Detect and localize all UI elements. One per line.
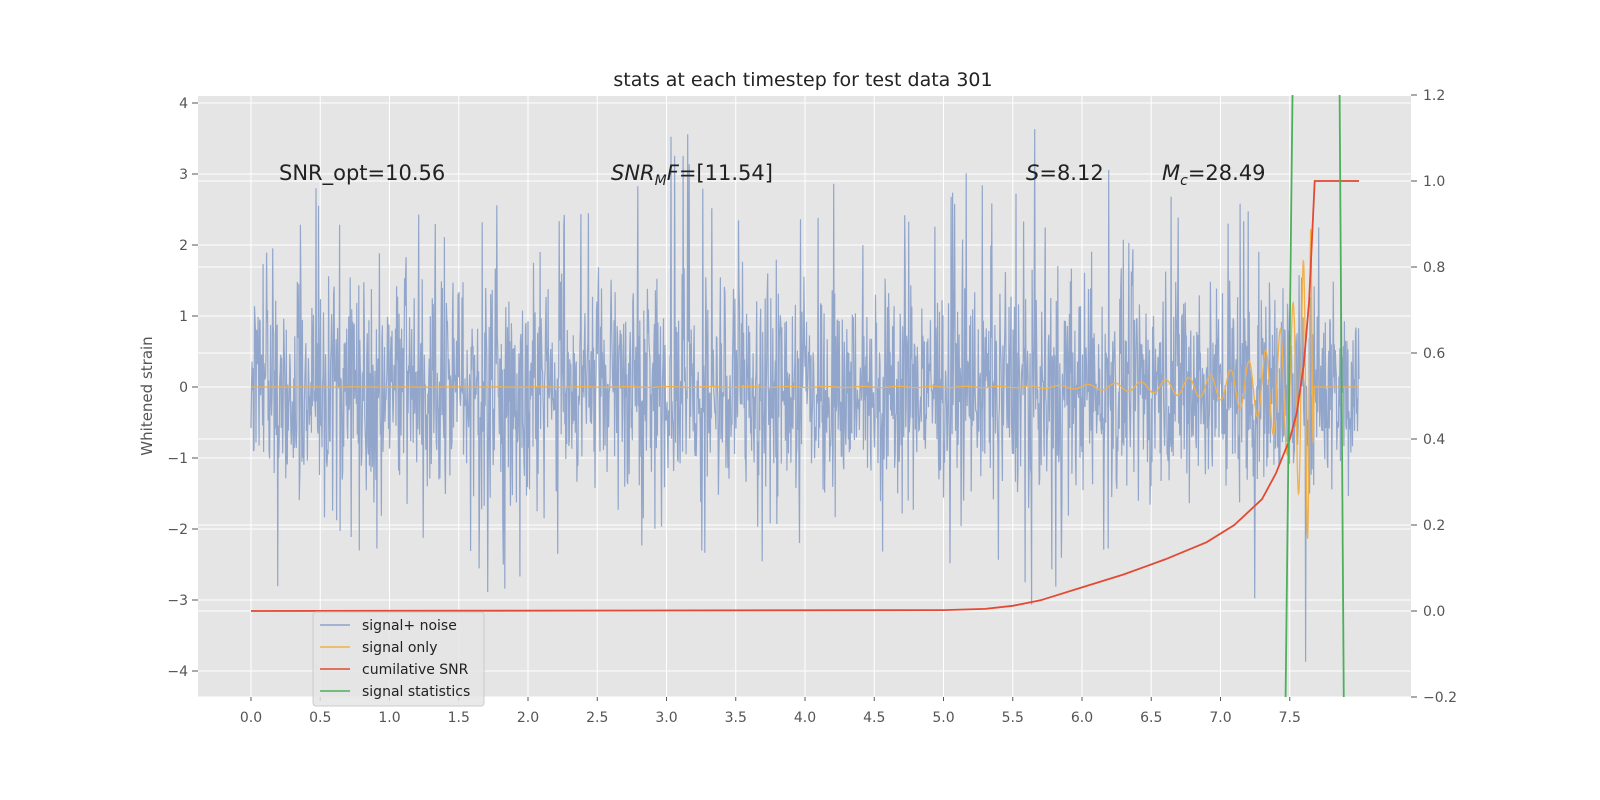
- annotation-snr-mf-rest: F: [667, 161, 680, 185]
- annotation-s: S=8.12: [1026, 161, 1104, 185]
- y2-tick-label: −0.2: [1423, 690, 1457, 706]
- annotation-snr-opt: SNR_opt=10.56: [279, 161, 445, 186]
- legend-label-signal-noise: signal+ noise: [362, 618, 457, 634]
- signal-statistics-line-2: [1338, 94, 1345, 698]
- legend-label-cumulative-snr: cumilative SNR: [362, 662, 469, 678]
- x-tick-label: 5.0: [932, 710, 954, 726]
- series-cumulative-snr: [250, 180, 1359, 612]
- y2-tick-label: 0.4: [1423, 432, 1445, 448]
- y-tick-label: −4: [167, 664, 188, 680]
- y-tick-label: 4: [179, 96, 188, 112]
- y-axis-ticks: 4 3 2 1 0 −1 −2 −3 −4: [167, 96, 198, 680]
- annotation-snr-mf-value: =[11.54]: [679, 161, 773, 185]
- series-signal-only: [251, 229, 1359, 539]
- grid: [198, 94, 1411, 698]
- x-tick-label: 4.0: [794, 710, 816, 726]
- y-tick-label: 0: [179, 380, 188, 396]
- y2-tick-label: 1.2: [1423, 88, 1445, 104]
- y2-tick-label: 0.8: [1423, 260, 1445, 276]
- legend-label-signal-statistics: signal statistics: [362, 684, 470, 700]
- x-tick-label: 1.0: [378, 710, 400, 726]
- annotation-snr-mf-sub: M: [655, 173, 667, 189]
- legend-label-signal-only: signal only: [362, 640, 437, 656]
- signal-only-line: [251, 229, 1359, 539]
- x-tick-label: 0.0: [240, 710, 262, 726]
- series-signal-noise: [250, 129, 1360, 662]
- x-tick-label: 0.5: [309, 710, 331, 726]
- annotation-mc: Mc=28.49: [1162, 161, 1266, 189]
- legend-box: [312, 611, 485, 707]
- y2-axis-ticks: 1.2 1.0 0.8 0.6 0.4 0.2 0.0 −0.2: [1411, 88, 1457, 706]
- y2-tick-label: 0.6: [1423, 346, 1445, 362]
- y2-tick-label: 1.0: [1423, 174, 1445, 190]
- legend: signal+ noise signal only cumilative SNR…: [312, 611, 485, 707]
- annotation-mc-main: M: [1162, 161, 1180, 185]
- x-tick-label: 6.0: [1071, 710, 1093, 726]
- x-tick-label: 7.0: [1209, 710, 1231, 726]
- chart-title: stats at each timestep for test data 301: [613, 69, 992, 91]
- annotation-s-value: =8.12: [1039, 161, 1103, 185]
- y-tick-label: −3: [167, 593, 188, 609]
- y-axis-label: Whitened strain: [138, 336, 156, 455]
- y-tick-label: 1: [179, 309, 188, 325]
- series-signal-statistics: [1284, 94, 1345, 698]
- x-tick-label: 6.5: [1140, 710, 1162, 726]
- x-tick-label: 2.5: [586, 710, 608, 726]
- annotation-mc-value: =28.49: [1188, 161, 1266, 185]
- x-tick-label: 7.5: [1279, 710, 1301, 726]
- signal-statistics-line-1: [1284, 94, 1294, 698]
- y-tick-label: 2: [179, 238, 188, 254]
- x-tick-label: 1.5: [448, 710, 470, 726]
- x-axis-ticks: 0.0 0.5 1.0 1.5 2.0 2.5 3.0 3.5 4.0 4.5 5.0 5.5 6.0 6…: [240, 697, 1301, 726]
- cumulative-snr-line: [250, 180, 1359, 612]
- annotation-s-symbol: S: [1026, 161, 1039, 185]
- x-tick-label: 2.0: [517, 710, 539, 726]
- annotation-snr-mf-main: SNR: [611, 161, 655, 185]
- x-tick-label: 4.5: [863, 710, 885, 726]
- x-tick-label: 3.5: [725, 710, 747, 726]
- annotation-snr-mf: SNRMF=[11.54]: [611, 161, 773, 189]
- x-tick-label: 5.5: [1002, 710, 1024, 726]
- y-tick-label: 3: [179, 167, 188, 183]
- y2-tick-label: 0.2: [1423, 518, 1445, 534]
- signal-noise-line: [250, 129, 1360, 662]
- x-tick-label: 3.0: [655, 710, 677, 726]
- y2-tick-label: 0.0: [1423, 604, 1445, 620]
- y-tick-label: −2: [167, 522, 188, 538]
- y-tick-label: −1: [167, 451, 188, 467]
- annotation-mc-sub: c: [1180, 173, 1188, 189]
